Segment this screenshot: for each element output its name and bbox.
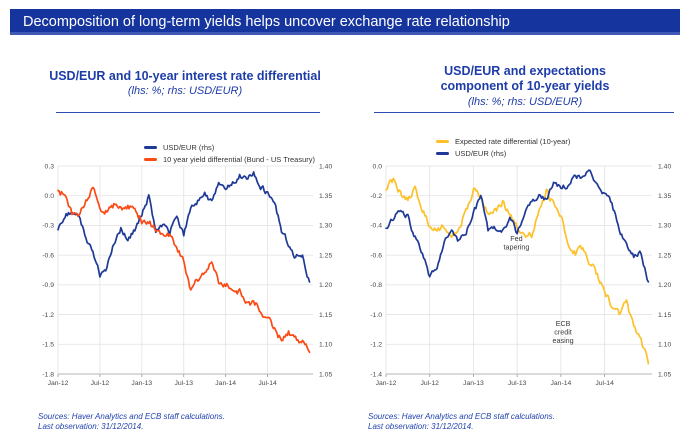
rhs-tick-label: 1.15 bbox=[658, 312, 671, 319]
rhs-tick-label: 1.20 bbox=[658, 282, 671, 289]
rhs-tick-label: 1.15 bbox=[319, 312, 332, 319]
rhs-tick-label: 1.05 bbox=[658, 371, 671, 378]
legend-label: 10 year yield differential (Bund - US Tr… bbox=[163, 154, 316, 164]
right-chart-title: USD/EUR and expectations component of 10… bbox=[360, 64, 690, 93]
series-line-0 bbox=[385, 177, 650, 365]
x-tick-label: Jul-13 bbox=[174, 380, 193, 387]
lhs-tick-label: -1.5 bbox=[42, 342, 54, 349]
legend-item: 10 year yield differential (Bund - US Tr… bbox=[144, 153, 315, 165]
annotation-text: credit bbox=[554, 327, 572, 336]
right-chart-sources: Sources: Haver Analytics and ECB staff c… bbox=[368, 412, 555, 431]
rhs-tick-label: 1.35 bbox=[658, 193, 671, 200]
legend-label: USD/EUR (rhs) bbox=[163, 142, 215, 152]
left-chart-title: USD/EUR and 10-year interest rate differ… bbox=[20, 69, 350, 84]
rhs-tick-label: 1.40 bbox=[658, 163, 671, 170]
lhs-tick-label: -0.9 bbox=[42, 282, 54, 289]
lhs-tick-label: -0.2 bbox=[370, 193, 382, 200]
rhs-tick-label: 1.25 bbox=[658, 252, 671, 259]
rhs-tick-label: 1.25 bbox=[319, 252, 332, 259]
left-chart-sources: Sources: Haver Analytics and ECB staff c… bbox=[38, 412, 225, 431]
legend-chip-expected-rate-differential bbox=[436, 139, 449, 143]
series-line-0 bbox=[57, 171, 311, 283]
left-chart-panel: USD/EUR and 10-year interest rate differ… bbox=[20, 60, 350, 435]
left-chart-title-line: USD/EUR and 10-year interest rate differ… bbox=[49, 69, 321, 83]
legend-item: USD/EUR (rhs) bbox=[436, 147, 570, 159]
lhs-tick-label: -0.6 bbox=[370, 252, 382, 259]
x-tick-label: Jul-14 bbox=[595, 380, 614, 387]
left-chart-canvas: Jan-12 Jul-12 Jan-13 Jul-13 Jan-14 Jul-14 0.3 0… bbox=[42, 163, 332, 387]
slide-title: Decomposition of long-term yields helps … bbox=[23, 14, 510, 30]
legend-chip-usd-eur bbox=[144, 145, 157, 149]
legend-item: USD/EUR (rhs) bbox=[144, 141, 315, 153]
rhs-tick-label: 1.05 bbox=[319, 371, 332, 378]
x-tick-label: Jan-14 bbox=[215, 380, 236, 387]
sources-line: Last observation: 31/12/2014. bbox=[38, 421, 144, 431]
rhs-tick-label: 1.20 bbox=[319, 282, 332, 289]
lhs-tick-label: -1.4 bbox=[370, 371, 382, 378]
x-tick-label: Jul-12 bbox=[420, 380, 439, 387]
left-title-rule bbox=[56, 112, 320, 113]
legend-chip-usd-eur bbox=[436, 151, 449, 155]
rhs-tick-label: 1.30 bbox=[319, 223, 332, 230]
x-tick-label: Jan-13 bbox=[463, 380, 484, 387]
x-tick-label: Jan-12 bbox=[376, 380, 397, 387]
right-chart-legend: Expected rate differential (10-year) USD… bbox=[436, 135, 570, 159]
lhs-tick-label: -1.2 bbox=[42, 312, 54, 319]
legend-label: USD/EUR (rhs) bbox=[455, 148, 507, 158]
lhs-tick-label: -0.8 bbox=[370, 282, 382, 289]
x-tick-label: Jul-12 bbox=[91, 380, 110, 387]
legend-item: Expected rate differential (10-year) bbox=[436, 135, 570, 147]
rhs-tick-label: 1.30 bbox=[658, 223, 671, 230]
lhs-tick-label: -0.3 bbox=[42, 223, 54, 230]
right-title-rule bbox=[374, 112, 674, 113]
right-chart-title-line: component of 10-year yields bbox=[440, 78, 610, 93]
right-chart-canvas: Jan-12 Jul-12 Jan-13 Jul-13 Jan-14 Jul-14 0.0 -… bbox=[370, 163, 671, 387]
lhs-tick-label: 0.3 bbox=[45, 163, 55, 170]
lhs-tick-label: -0.4 bbox=[370, 223, 382, 230]
lhs-tick-label: 0.0 bbox=[45, 193, 55, 200]
series-line-1 bbox=[57, 186, 311, 354]
annotation-text: tapering bbox=[503, 243, 529, 252]
lhs-tick-label: -1.2 bbox=[370, 342, 382, 349]
legend-chip-yield-differential bbox=[144, 157, 157, 161]
rhs-tick-label: 1.10 bbox=[658, 342, 671, 349]
annotation-text: ECB bbox=[556, 319, 571, 328]
sources-line: Last observation: 31/12/2014. bbox=[368, 421, 474, 431]
lhs-tick-label: -1.0 bbox=[370, 312, 382, 319]
x-tick-label: Jan-13 bbox=[131, 380, 152, 387]
lhs-tick-label: -1.8 bbox=[42, 371, 54, 378]
rhs-tick-label: 1.10 bbox=[319, 342, 332, 349]
lhs-tick-label: 0.0 bbox=[373, 163, 383, 170]
sources-line: Sources: Haver Analytics and ECB staff c… bbox=[368, 412, 555, 421]
x-tick-label: Jan-12 bbox=[48, 380, 69, 387]
right-chart-panel: USD/EUR and expectations component of 10… bbox=[360, 60, 690, 435]
series-line-1 bbox=[385, 169, 650, 283]
left-chart-legend: USD/EUR (rhs) 10 year yield differential… bbox=[144, 141, 315, 165]
rhs-tick-label: 1.35 bbox=[319, 193, 332, 200]
lhs-tick-label: -0.6 bbox=[42, 252, 54, 259]
rhs-tick-label: 1.40 bbox=[319, 163, 332, 170]
slide-title-bar: Decomposition of long-term yields helps … bbox=[10, 9, 680, 35]
x-tick-label: Jul-13 bbox=[508, 380, 527, 387]
sources-line: Sources: Haver Analytics and ECB staff c… bbox=[38, 412, 225, 421]
legend-label: Expected rate differential (10-year) bbox=[455, 136, 571, 146]
annotation-text: easing bbox=[552, 336, 573, 345]
right-chart-title-line: USD/EUR and expectations bbox=[444, 64, 606, 78]
annotation-text: Fed bbox=[510, 234, 522, 243]
x-tick-label: Jan-14 bbox=[551, 380, 572, 387]
right-chart-subtitle: (lhs: %; rhs: USD/EUR) bbox=[467, 96, 583, 108]
x-tick-label: Jul-14 bbox=[258, 380, 277, 387]
left-chart-subtitle: (lhs: %; rhs: USD/EUR) bbox=[127, 85, 243, 97]
